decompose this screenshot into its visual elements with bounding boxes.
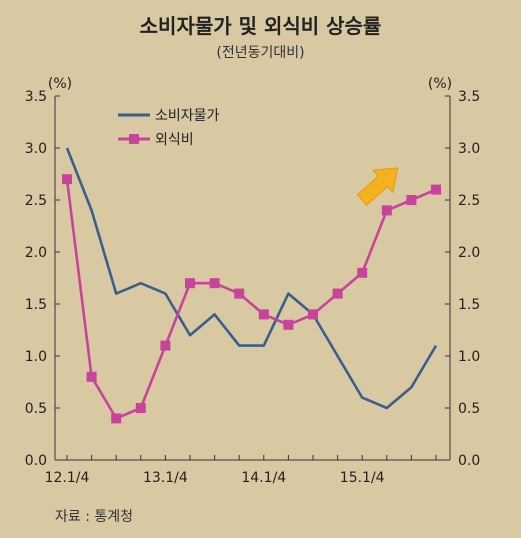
data-point-marker [283,319,294,330]
data-point-marker [160,340,171,351]
series-line-0 [65,147,438,410]
y-tick-label-left: 1.0 [25,349,47,365]
y-tick-label-right: 2.5 [458,193,480,209]
data-point-marker [332,288,343,299]
y-tick-label-left: 0.5 [25,401,47,417]
upward-arrow-icon [356,167,399,206]
axes: 0.0 0.0 0.5 0.5 1.0 1.0 1.5 1.5 2.0 2.0 2.5 2.5 3.0 3… [25,89,481,486]
y-tick-label-right: 0.5 [458,401,480,417]
y-tick-label-left: 1.5 [25,297,47,313]
y-tick-label-right: 1.0 [458,349,480,365]
x-tick-label: 12.1/4 [45,470,90,486]
y-tick-label-right: 0.0 [458,453,480,469]
series-layer [62,147,441,424]
chart-title: 소비자물가 및 외식비 상승률 [139,14,382,38]
data-point-marker [357,267,368,278]
y-tick-label-left: 2.5 [25,193,47,209]
y-tick-label-right: 3.0 [458,141,480,157]
data-point-marker [381,205,392,216]
data-point-marker [308,309,318,320]
data-point-marker [258,309,269,320]
data-point-marker [406,195,417,205]
x-tick-label: 14.1/4 [241,470,286,486]
data-point-marker [86,371,97,382]
right-unit-label: (%) [428,76,452,92]
y-tick-label-right: 2.0 [458,245,480,261]
data-point-marker [209,278,220,289]
y-tick-label-left: 0.0 [25,453,47,469]
series-line-1 [65,179,437,420]
legend-label-cpi: 소비자물가 [155,108,220,124]
data-point-marker [431,184,441,195]
x-tick-label: 13.1/4 [143,470,188,486]
data-point-marker [185,278,195,289]
data-point-marker [62,174,72,185]
data-point-marker [111,413,122,424]
y-tick-label-right: 1.5 [458,297,480,313]
y-tick-label-left: 2.0 [25,245,47,261]
y-tick-label-left: 3.5 [25,89,47,105]
source-note: 자료 : 통계청 [55,509,134,525]
data-point-marker [135,403,146,413]
y-tick-label-left: 3.0 [25,141,47,157]
legend-marker-dining [129,134,139,144]
x-tick-label: 15.1/4 [340,470,385,486]
data-point-marker [234,288,245,299]
y-tick-label-right: 3.5 [458,89,480,105]
chart-subtitle: (전년동기대비) [216,45,305,61]
left-unit-label: (%) [48,76,72,92]
legend-label-dining: 외식비 [155,132,194,148]
legend: 소비자물가 외식비 [118,108,220,148]
